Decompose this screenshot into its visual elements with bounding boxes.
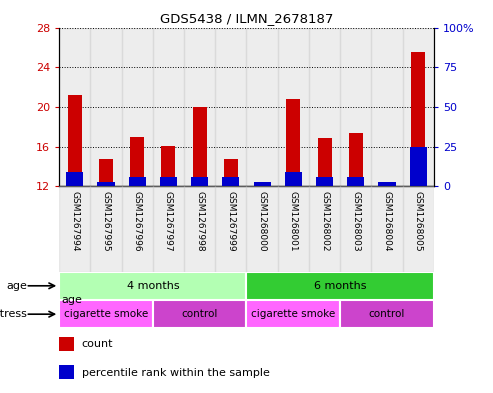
Bar — [403, 28, 434, 186]
Text: count: count — [82, 339, 113, 349]
Bar — [129, 177, 146, 186]
Bar — [122, 28, 153, 186]
Bar — [278, 28, 309, 186]
Bar — [285, 172, 302, 186]
Bar — [153, 28, 184, 186]
Bar — [99, 159, 113, 186]
Bar — [246, 186, 278, 272]
Text: GSM1268003: GSM1268003 — [352, 191, 360, 252]
Text: GSM1267997: GSM1267997 — [164, 191, 173, 252]
Text: 4 months: 4 months — [127, 281, 179, 291]
Bar — [411, 52, 425, 186]
Bar — [130, 137, 144, 186]
Bar — [215, 28, 246, 186]
Bar — [59, 337, 74, 351]
Bar — [59, 300, 153, 329]
Bar — [246, 300, 340, 329]
Bar — [59, 272, 246, 300]
Bar — [349, 133, 363, 186]
Bar — [340, 186, 371, 272]
Bar — [153, 186, 184, 272]
Bar — [184, 28, 215, 186]
Bar — [68, 95, 82, 186]
Bar — [286, 99, 300, 186]
Bar — [255, 185, 269, 186]
Bar — [340, 28, 371, 186]
Text: GSM1267995: GSM1267995 — [102, 191, 110, 252]
Text: GSM1267999: GSM1267999 — [226, 191, 235, 252]
Bar — [347, 177, 364, 186]
Text: cigarette smoke: cigarette smoke — [64, 309, 148, 319]
Bar — [215, 186, 246, 272]
Bar — [90, 186, 122, 272]
Bar — [59, 186, 90, 272]
Bar — [224, 159, 238, 186]
Bar — [90, 28, 122, 186]
Text: age: age — [6, 281, 27, 291]
Bar — [278, 186, 309, 272]
Text: GSM1268005: GSM1268005 — [414, 191, 423, 252]
Text: stress: stress — [0, 309, 27, 319]
Bar — [340, 300, 434, 329]
Bar — [59, 365, 74, 380]
Bar — [59, 28, 90, 186]
Bar — [371, 28, 403, 186]
Bar — [253, 182, 271, 186]
Bar — [193, 107, 207, 186]
Title: GDS5438 / ILMN_2678187: GDS5438 / ILMN_2678187 — [160, 12, 333, 25]
Bar — [371, 186, 403, 272]
Bar — [160, 177, 177, 186]
Text: GSM1267994: GSM1267994 — [70, 191, 79, 251]
Bar — [191, 177, 208, 186]
Text: percentile rank within the sample: percentile rank within the sample — [82, 367, 270, 378]
Bar — [309, 28, 340, 186]
Bar — [246, 272, 434, 300]
Bar — [184, 186, 215, 272]
Bar — [380, 182, 394, 186]
Text: age: age — [61, 295, 82, 305]
Bar — [316, 177, 333, 186]
Bar — [66, 172, 83, 186]
Bar — [379, 182, 395, 186]
Text: GSM1268002: GSM1268002 — [320, 191, 329, 251]
Bar — [222, 177, 240, 186]
Text: cigarette smoke: cigarette smoke — [251, 309, 335, 319]
Bar — [410, 147, 427, 186]
Text: GSM1268001: GSM1268001 — [289, 191, 298, 252]
Text: 6 months: 6 months — [314, 281, 366, 291]
Text: GSM1268000: GSM1268000 — [258, 191, 267, 252]
Text: GSM1268004: GSM1268004 — [383, 191, 391, 251]
Text: GSM1267996: GSM1267996 — [133, 191, 141, 252]
Bar — [98, 182, 114, 186]
Text: control: control — [369, 309, 405, 319]
Bar — [246, 28, 278, 186]
Text: GSM1267998: GSM1267998 — [195, 191, 204, 252]
Text: control: control — [181, 309, 218, 319]
Bar — [161, 146, 176, 186]
Bar — [309, 186, 340, 272]
Bar — [153, 300, 246, 329]
Bar — [317, 138, 332, 186]
Bar — [122, 186, 153, 272]
Bar — [403, 186, 434, 272]
